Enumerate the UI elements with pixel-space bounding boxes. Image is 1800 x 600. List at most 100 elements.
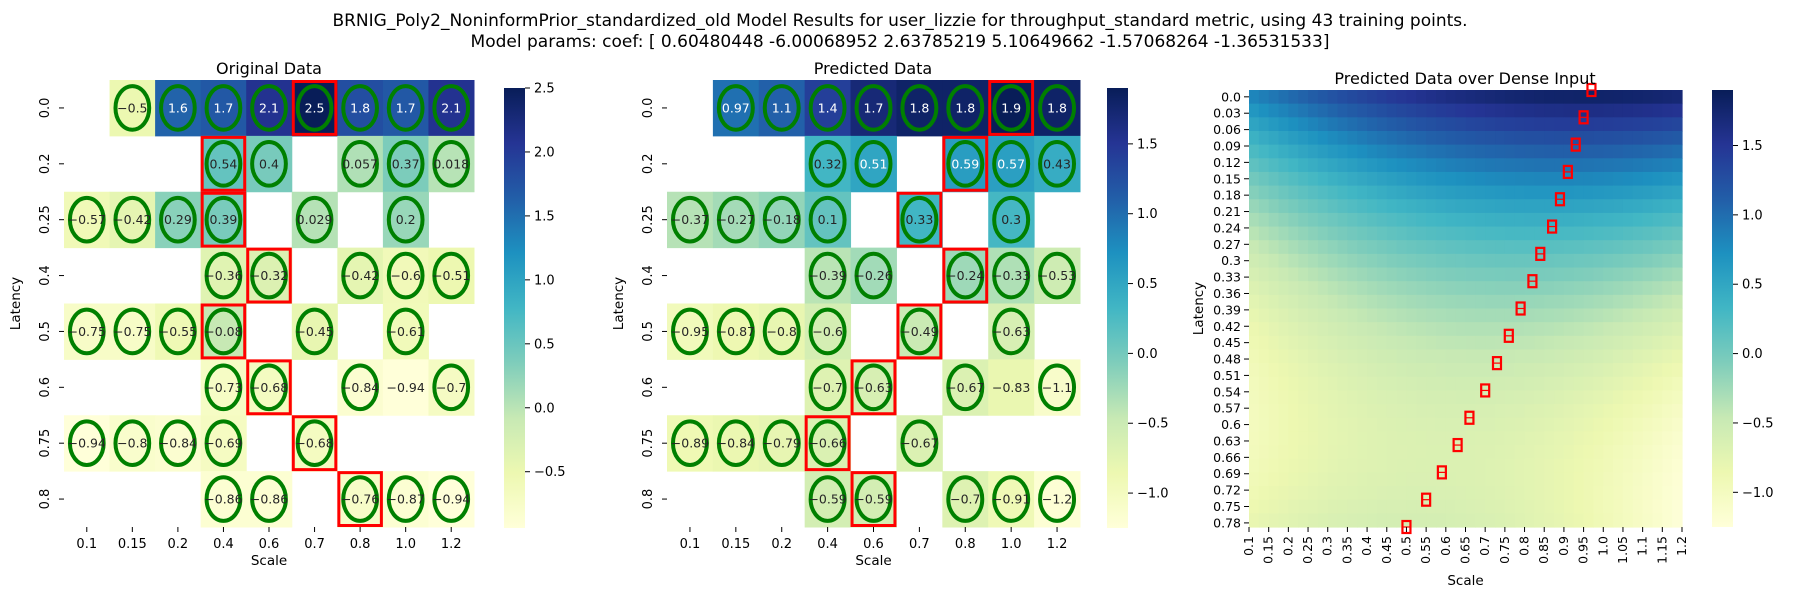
dense-cell: [1317, 322, 1329, 337]
cell-value-label: 2.1: [259, 100, 279, 115]
dense-cell: [1554, 281, 1565, 296]
dense-cell: [1622, 199, 1634, 214]
dense-cell: [1642, 130, 1654, 146]
cell-value-label: −0.8: [117, 436, 147, 451]
dense-cell: [1622, 185, 1634, 200]
dense-cell: [1396, 267, 1408, 282]
dense-cell: [1376, 486, 1388, 501]
dense-cell: [1416, 322, 1427, 337]
dense-cell: [1652, 199, 1663, 214]
dense-cell: [1495, 253, 1506, 269]
dense-cell: [1622, 158, 1634, 173]
y-tick-label: 0.72: [1213, 483, 1241, 498]
y-tick-label: 0.66: [1213, 450, 1241, 465]
dense-cell: [1357, 445, 1368, 460]
cell-value-label: −0.27: [717, 212, 755, 227]
dense-cell: [1622, 226, 1634, 241]
dense-cell: [1652, 308, 1663, 323]
dense-cell: [1396, 322, 1408, 337]
training-point-circle: [670, 419, 709, 467]
dense-cell: [1544, 130, 1555, 146]
training-point-circle: [1038, 363, 1077, 412]
dense-cell: [1672, 349, 1683, 364]
dense-cell: [1426, 404, 1437, 419]
dense-cell: [1258, 499, 1270, 514]
y-tick-label: 0.51: [1213, 368, 1241, 383]
training-point-circle: [250, 84, 288, 132]
dense-cell: [1632, 90, 1644, 105]
cell-value-label: −0.26: [854, 268, 892, 283]
dense-cell: [1613, 171, 1624, 187]
dense-cell: [1672, 185, 1683, 200]
dense-cell: [1367, 240, 1378, 255]
dense-cell: [1455, 499, 1467, 514]
dense-cell: [1308, 445, 1319, 460]
dense-cell: [1534, 486, 1545, 501]
dense-cell: [1573, 281, 1585, 296]
dense-cell: [1347, 322, 1358, 337]
x-tick-label: 0.45: [1379, 536, 1394, 564]
dense-cell: [1308, 404, 1319, 419]
dense-cell: [1317, 308, 1329, 323]
dense-cell: [1406, 294, 1417, 310]
dense-cell: [1337, 335, 1349, 351]
dense-cell: [1278, 103, 1289, 118]
dense-cell: [1544, 308, 1555, 323]
dense-cell: [1308, 417, 1319, 433]
dense-cell: [1435, 199, 1447, 214]
cell-value-label: −0.86: [204, 492, 242, 507]
colorbar-tick-label: 1.0: [534, 273, 555, 288]
cell-value-label: 1.7: [213, 100, 233, 115]
dense-cell: [1347, 253, 1358, 269]
dense-cell: [1504, 171, 1516, 187]
training-point-circle: [1038, 84, 1077, 132]
dense-cell: [1249, 513, 1260, 528]
dense-cell: [1249, 390, 1260, 405]
dense-cell: [1426, 185, 1437, 200]
dense-cell: [1662, 458, 1673, 473]
dense-cell: [1317, 117, 1329, 132]
dense-cell: [1534, 431, 1545, 446]
dense-cell: [1249, 363, 1260, 378]
dense-cell: [1544, 253, 1555, 269]
dense-cell: [1337, 212, 1349, 228]
dense-cell: [1524, 226, 1535, 241]
dense-cell: [1406, 363, 1417, 378]
colorbar-tick-label: 0.0: [1742, 347, 1763, 362]
dense-cell: [1357, 458, 1368, 473]
dense-cell: [1613, 308, 1624, 323]
cell-value-label: −0.53: [1038, 268, 1076, 283]
dense-cell: [1534, 513, 1545, 528]
dense-cell: [1583, 171, 1595, 187]
dense-cell: [1386, 472, 1398, 487]
dense-cell: [1268, 185, 1280, 200]
dense-cell: [1495, 117, 1506, 132]
dense-cell: [1258, 90, 1270, 105]
figure-title-line2: Model params: coef: [ 0.60480448 -6.0006…: [471, 32, 1330, 52]
dense-cell: [1406, 349, 1417, 364]
dense-cell: [1258, 267, 1270, 282]
dense-cell: [1258, 322, 1270, 337]
x-tick-label: 0.1: [76, 537, 97, 552]
dense-cell: [1465, 130, 1476, 146]
dense-cell: [1514, 390, 1526, 405]
dense-cell: [1435, 103, 1447, 118]
dense-cell: [1347, 417, 1358, 433]
dense-cell: [1485, 363, 1496, 378]
dense-cell: [1298, 226, 1309, 241]
dense-cell: [1613, 513, 1624, 528]
dense-cell: [1642, 281, 1654, 296]
colorbar-tick-label: 1.0: [1137, 207, 1158, 222]
dense-cell: [1485, 158, 1496, 173]
dense-cell: [1573, 117, 1585, 132]
dense-cell: [1327, 404, 1339, 419]
dense-cell: [1544, 376, 1555, 392]
x-tick-label: 0.2: [168, 537, 189, 552]
heatmap-dense-prediction: 0.1 0.15 0.2 0.25 0.3 0.35 0.4 0.45 0.5 0.55 0.6 0.…: [1191, 69, 1774, 589]
dense-cell: [1573, 513, 1585, 528]
dense-cell: [1268, 226, 1280, 241]
dense-cell: [1376, 417, 1388, 433]
dense-cell: [1583, 117, 1595, 132]
dense-cell: [1622, 445, 1634, 460]
dense-cell: [1652, 144, 1663, 159]
